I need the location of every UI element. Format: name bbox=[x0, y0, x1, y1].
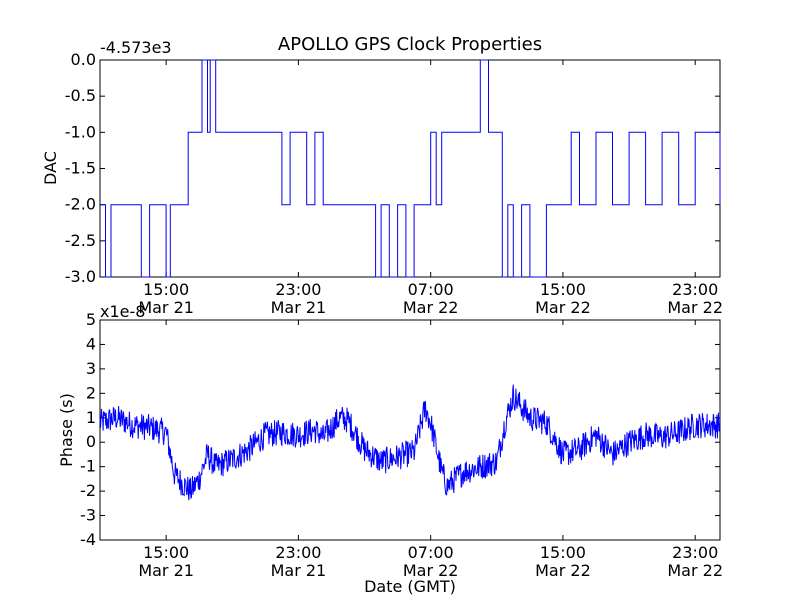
phase-x-tick-time: 23:00 bbox=[275, 543, 321, 562]
dac-y-tick-label: -2.5 bbox=[65, 231, 96, 250]
dac-y-tick-label: -1.5 bbox=[65, 159, 96, 178]
chart-title: APOLLO GPS Clock Properties bbox=[278, 34, 542, 55]
phase-x-tick-time: 07:00 bbox=[408, 543, 454, 562]
dac-plot-frame bbox=[99, 59, 721, 278]
phase-y-tick-label: 3 bbox=[86, 359, 96, 378]
dac-x-tick-date: Mar 22 bbox=[667, 298, 723, 317]
dac-y-tick-label: -2.0 bbox=[65, 195, 96, 214]
phase-offset-text: x1e-8 bbox=[100, 302, 145, 321]
phase-y-axis-label: Phase (s) bbox=[57, 393, 76, 467]
dac-y-tick-label: -3.0 bbox=[65, 267, 96, 286]
dac-y-tick-label: 0.0 bbox=[71, 50, 96, 69]
phase-y-tick-label: -3 bbox=[80, 506, 96, 525]
dac-x-tick-date: Mar 22 bbox=[535, 298, 591, 317]
dac-x-tick-time: 07:00 bbox=[408, 280, 454, 299]
phase-x-tick-date: Mar 22 bbox=[403, 561, 459, 580]
dac-series bbox=[100, 59, 721, 278]
phase-y-tick-label: -2 bbox=[80, 481, 96, 500]
phase-x-tick-time: 23:00 bbox=[672, 543, 718, 562]
phase-y-tick-label: 4 bbox=[86, 334, 96, 353]
dac-x-tick-time: 15:00 bbox=[143, 280, 189, 299]
dac-offset-text: -4.573e3 bbox=[100, 38, 172, 57]
x-axis-label: Date (GMT) bbox=[364, 577, 456, 596]
dac-axes: -4.573e3 DAC 0.0 -0.5 -1.0 -1.5 -2.0 -2.5 -3.0… bbox=[41, 38, 723, 317]
dac-y-tick-label: -0.5 bbox=[65, 86, 96, 105]
phase-y-tick-label: 5 bbox=[86, 310, 96, 329]
phase-x-tick-time: 15:00 bbox=[143, 543, 189, 562]
phase-x-tick-date: Mar 21 bbox=[271, 561, 327, 580]
dac-x-tick-date: Mar 22 bbox=[403, 298, 459, 317]
phase-y-tick-label: 0 bbox=[86, 432, 96, 451]
dac-series-line bbox=[100, 59, 721, 278]
phase-y-tick-label: -1 bbox=[80, 457, 96, 476]
dac-x-tick-time: 23:00 bbox=[275, 280, 321, 299]
dac-y-ticks: 0.0 -0.5 -1.0 -1.5 -2.0 -2.5 -3.0 bbox=[65, 50, 720, 286]
phase-x-tick-date: Mar 21 bbox=[138, 561, 194, 580]
phase-y-tick-label: 1 bbox=[86, 408, 96, 427]
phase-series bbox=[99, 384, 721, 501]
phase-x-tick-date: Mar 22 bbox=[535, 561, 591, 580]
dac-x-tick-time: 15:00 bbox=[540, 280, 586, 299]
dac-x-tick-date: Mar 21 bbox=[271, 298, 327, 317]
dac-y-axis-label: DAC bbox=[41, 151, 60, 185]
phase-y-tick-label: 2 bbox=[86, 383, 96, 402]
phase-y-tick-label: -4 bbox=[80, 530, 96, 549]
phase-x-tick-date: Mar 22 bbox=[667, 561, 723, 580]
phase-plot-frame bbox=[99, 319, 721, 541]
phase-y-ticks: 5 4 3 2 1 0 -1 -2 -3 -4 bbox=[80, 310, 720, 549]
phase-x-tick-time: 15:00 bbox=[540, 543, 586, 562]
dac-x-tick-date: Mar 21 bbox=[138, 298, 194, 317]
dac-y-tick-label: -1.0 bbox=[65, 122, 96, 141]
dac-x-tick-time: 23:00 bbox=[672, 280, 718, 299]
phase-series-line bbox=[99, 384, 721, 501]
